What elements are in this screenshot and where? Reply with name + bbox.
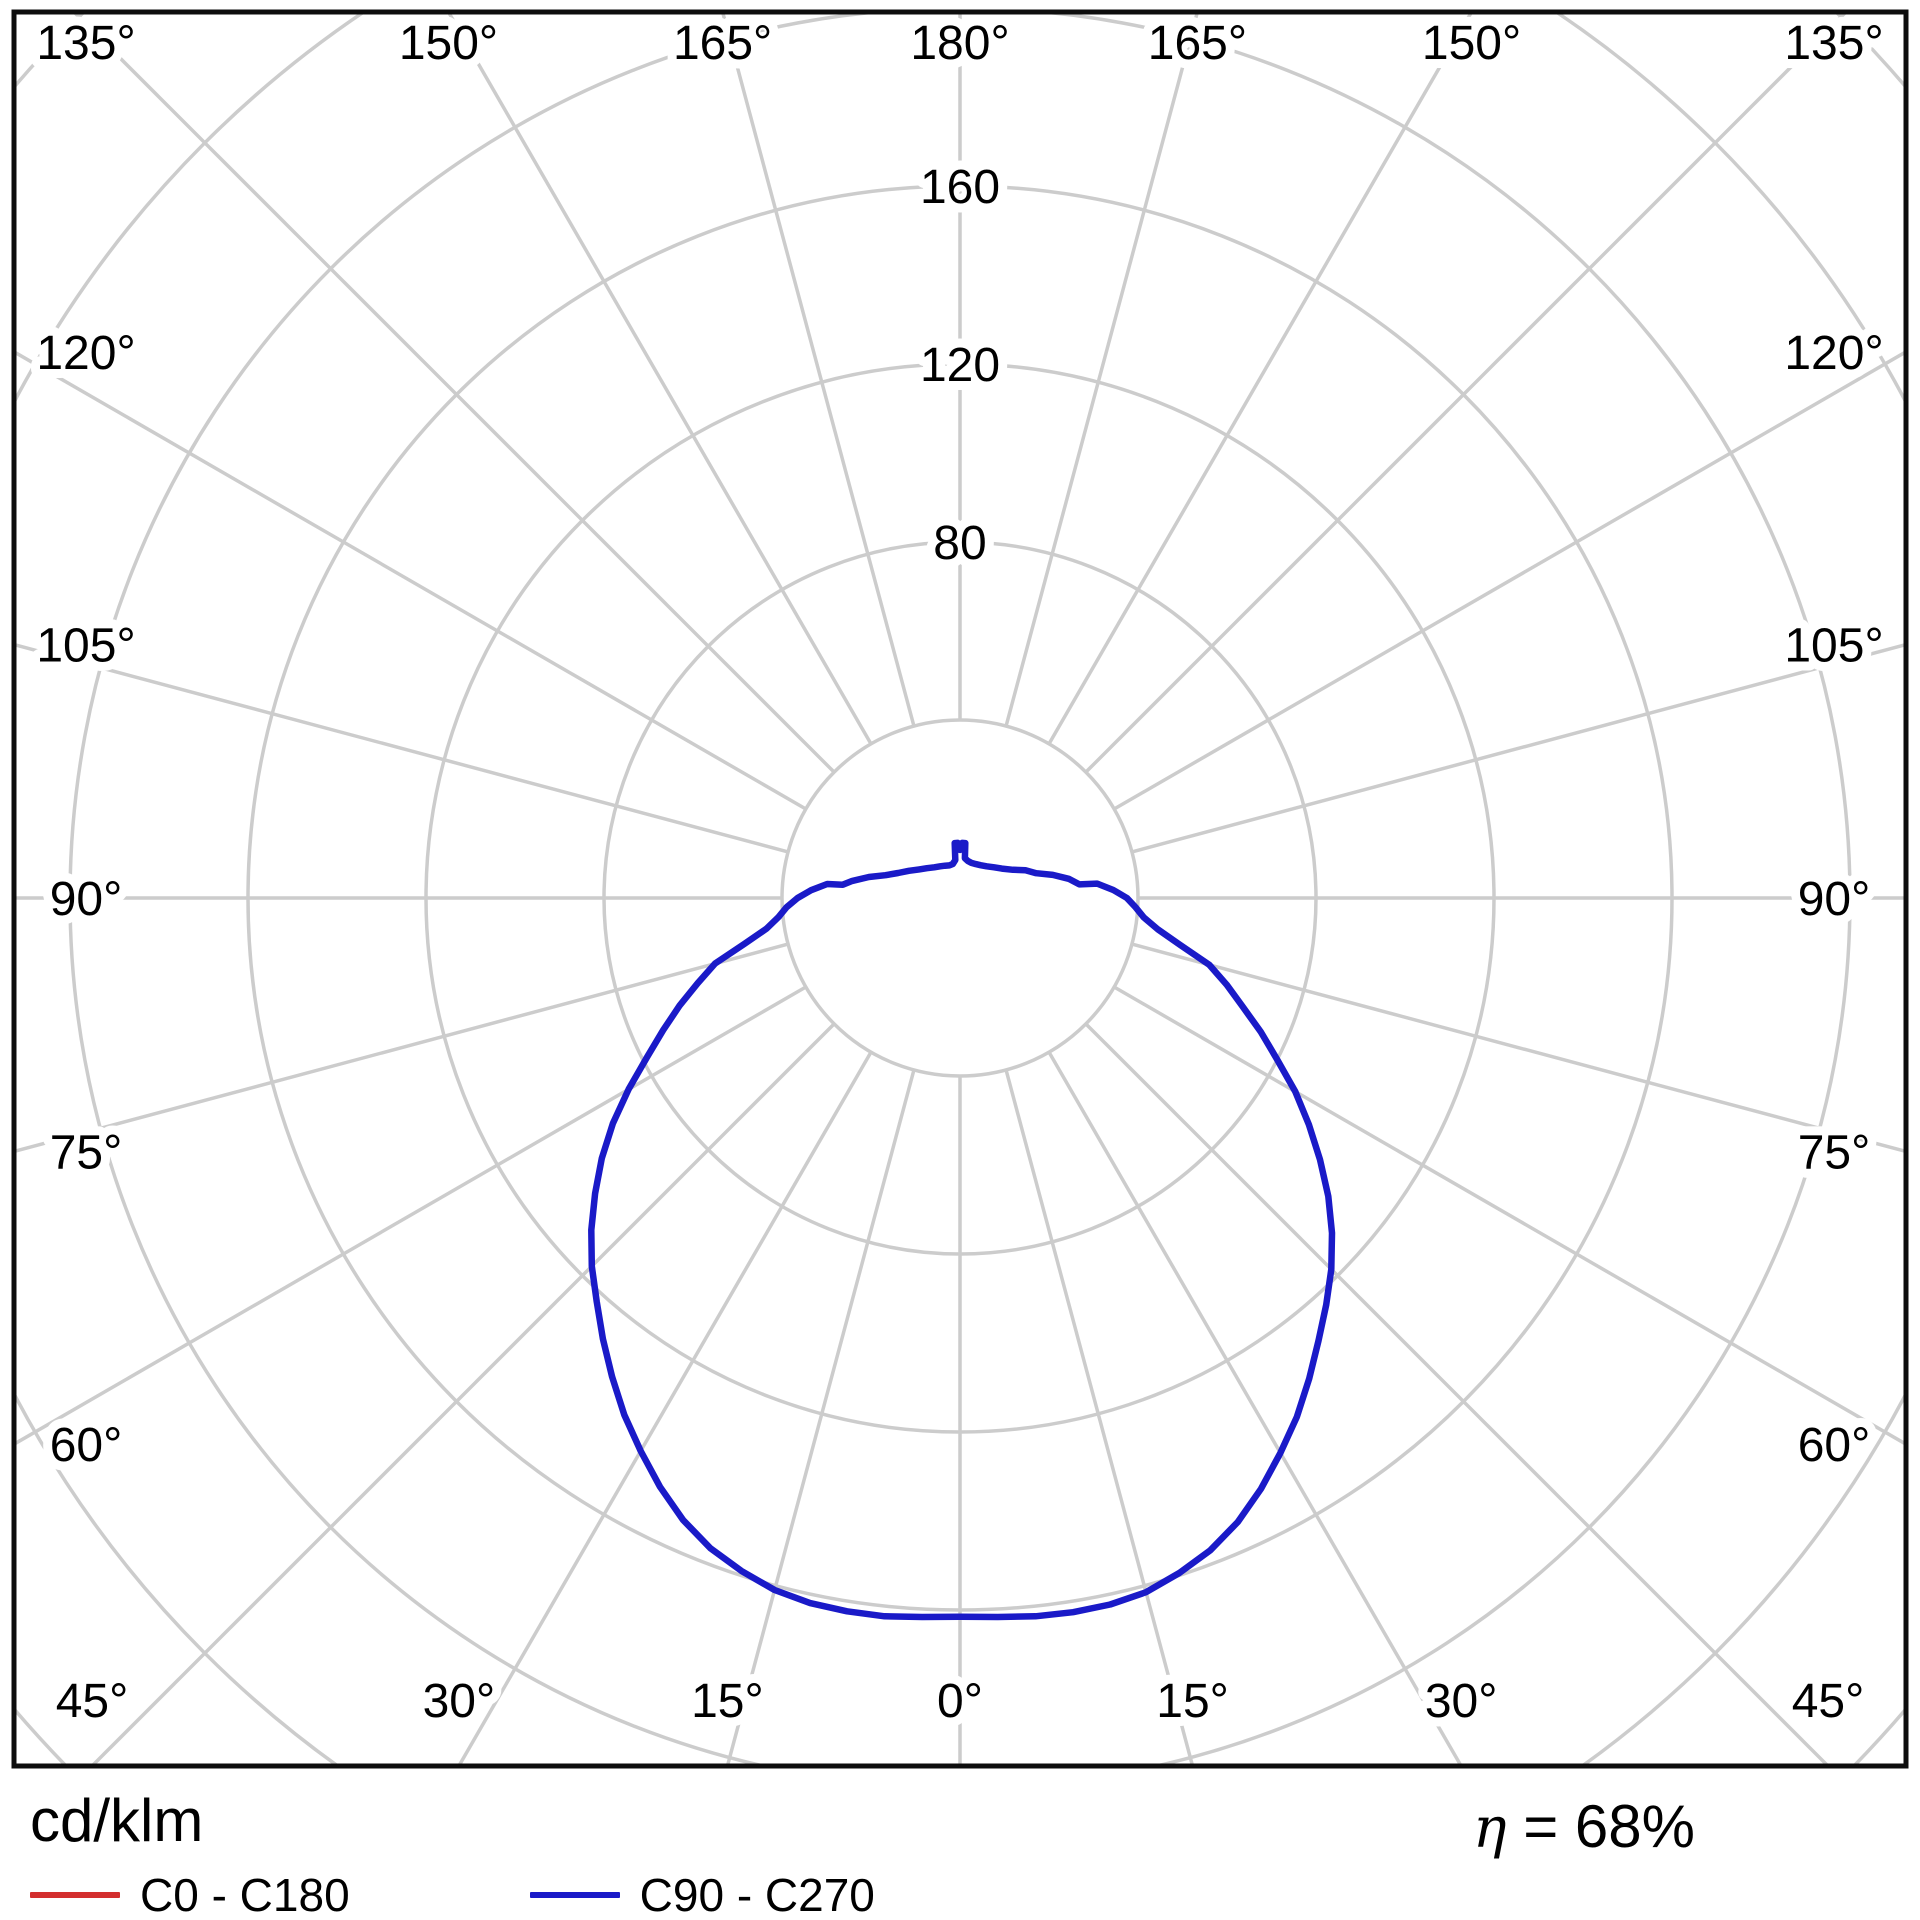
angle-label-150: 150° bbox=[1422, 17, 1521, 70]
angle-label--60: 60° bbox=[50, 1419, 123, 1472]
angle-label-90: 90° bbox=[1798, 873, 1871, 926]
radial-tick-120: 120 bbox=[920, 339, 1000, 392]
legend-label-c0-c180: C0 - C180 bbox=[140, 1869, 350, 1920]
efficiency-value: = 68% bbox=[1506, 1793, 1695, 1860]
grid-spoke-45 bbox=[1084, 1022, 1831, 1766]
grid-spoke-135 bbox=[1084, 12, 1849, 774]
grid-spoke--75 bbox=[14, 942, 789, 1154]
angle-label-45: 45° bbox=[1792, 1675, 1865, 1728]
eta-symbol: η bbox=[1472, 1796, 1507, 1861]
angle-label-75: 75° bbox=[1798, 1126, 1871, 1179]
angle-label--135: 135° bbox=[36, 17, 135, 70]
angle-label-135: 135° bbox=[1784, 17, 1883, 70]
angle-label-105: 105° bbox=[1784, 620, 1883, 673]
angle-label--15: 15° bbox=[691, 1675, 764, 1728]
legend-swatch-c0-c180-red-line bbox=[30, 1892, 120, 1898]
angle-label--105: 105° bbox=[36, 620, 135, 673]
angle-label-120: 120° bbox=[1784, 327, 1883, 380]
grid-spoke-75 bbox=[1131, 942, 1906, 1154]
legend-swatch-c90-c270-blue-line bbox=[529, 1892, 620, 1898]
plot-frame bbox=[11, 9, 1909, 1769]
grid-spoke--150 bbox=[446, 12, 873, 745]
angle-label-60: 60° bbox=[1798, 1419, 1871, 1472]
grid-spoke--105 bbox=[14, 642, 789, 854]
grid-spoke--135 bbox=[71, 12, 836, 774]
angle-label--45: 45° bbox=[56, 1675, 129, 1728]
grid-spoke--120 bbox=[14, 349, 807, 811]
radial-tick-80: 80 bbox=[933, 517, 986, 570]
grid-spoke--165 bbox=[720, 12, 916, 727]
grid-ring-40 bbox=[780, 718, 1140, 1078]
angle-label--30: 30° bbox=[423, 1675, 496, 1728]
angle-label-30: 30° bbox=[1425, 1675, 1498, 1728]
grid-spoke-15 bbox=[1004, 1069, 1195, 1766]
grid-spoke-165 bbox=[1004, 12, 1200, 727]
grid-spoke--15 bbox=[725, 1069, 916, 1766]
grid-spoke--60 bbox=[14, 985, 807, 1447]
grid-spoke--45 bbox=[89, 1022, 836, 1766]
grid-spoke-150 bbox=[1047, 12, 1474, 745]
units-label: cd/klm bbox=[30, 1787, 204, 1854]
grid-spoke--30 bbox=[456, 1051, 873, 1766]
grid-spoke-30 bbox=[1047, 1051, 1464, 1766]
grid-spoke-120 bbox=[1113, 349, 1906, 811]
intensity-curve-C90-C270 bbox=[588, 839, 1336, 1621]
grid-spoke-105 bbox=[1131, 642, 1906, 854]
angle-label--120: 120° bbox=[36, 327, 135, 380]
legend-label-c90-c270: C90 - C270 bbox=[639, 1869, 875, 1920]
grid-spoke-60 bbox=[1113, 985, 1906, 1447]
angle-label--75: 75° bbox=[50, 1126, 123, 1179]
angle-label--90: 90° bbox=[50, 873, 123, 926]
angle-label-165: 165° bbox=[1148, 17, 1247, 70]
angle-label--150: 150° bbox=[399, 17, 498, 70]
angle-label-180: 180° bbox=[910, 17, 1009, 70]
angle-label-15: 15° bbox=[1156, 1675, 1229, 1728]
curves bbox=[588, 839, 1336, 1621]
efficiency-label: η = 68% bbox=[1473, 1792, 1695, 1861]
radial-tick-160: 160 bbox=[920, 161, 1000, 214]
angle-label--165: 165° bbox=[673, 17, 772, 70]
legend: C0 - C180 C90 - C270 bbox=[30, 1868, 875, 1920]
legend-item-c90-c270: C90 - C270 bbox=[529, 1868, 875, 1920]
angle-label-0: 0° bbox=[937, 1675, 983, 1728]
legend-item-c0-c180: C0 - C180 bbox=[30, 1868, 350, 1920]
